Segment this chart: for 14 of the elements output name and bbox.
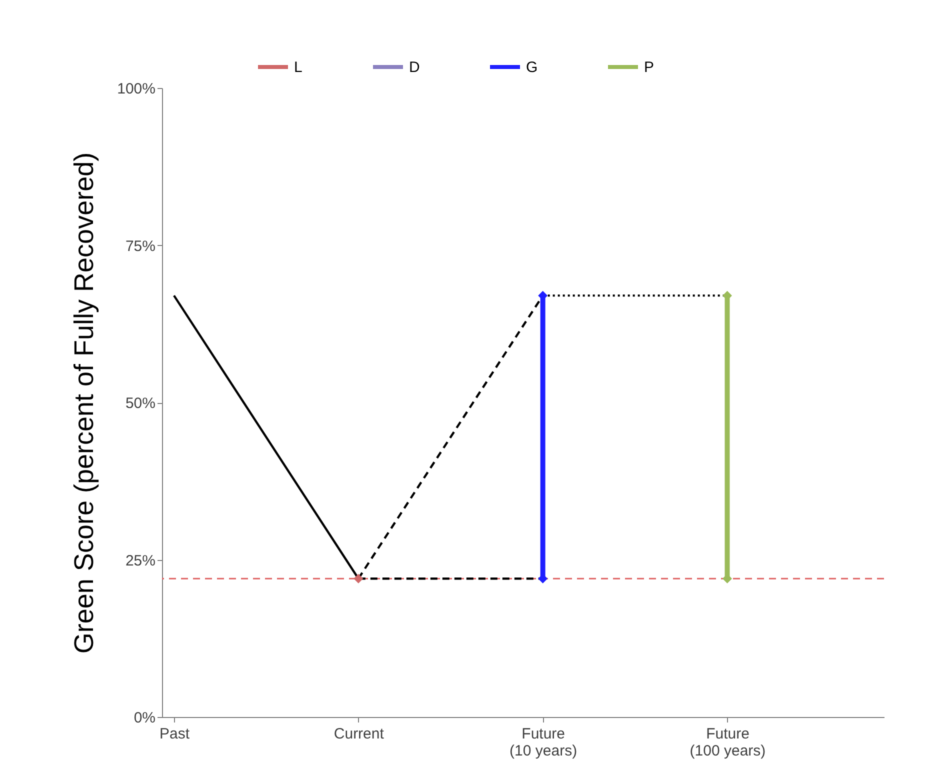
x-tick-label: Current: [334, 726, 385, 742]
legend-label: L: [294, 59, 302, 76]
y-tick-label: 50%: [125, 395, 156, 412]
legend-label: D: [409, 59, 420, 76]
y-tick-label: 75%: [125, 238, 156, 255]
y-tick-label: 0%: [134, 710, 156, 726]
y-tick-label: 100%: [117, 80, 156, 98]
x-tick-label: Future (100 years): [690, 726, 766, 760]
y-tick-label: 25%: [125, 552, 156, 570]
legend-label: G: [526, 59, 538, 76]
x-tick-label: Future (10 years): [510, 726, 578, 760]
x-tick-label: Past: [159, 726, 190, 742]
legend-label: P: [644, 59, 654, 76]
y-axis-title: Green Score (percent of Fully Recovered): [69, 152, 100, 654]
